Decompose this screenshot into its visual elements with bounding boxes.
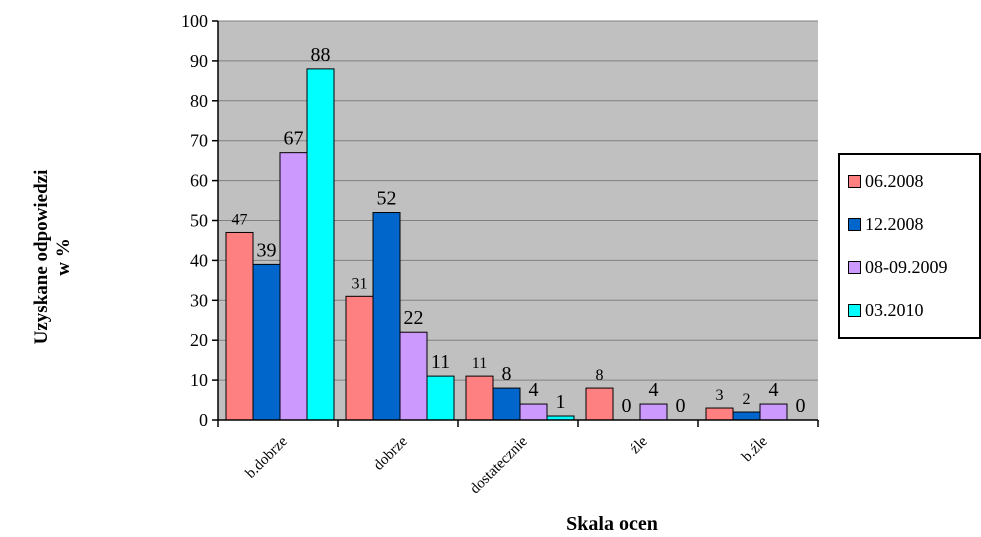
x-tick-label: dostatecznie <box>467 433 531 497</box>
data-label: 22 <box>404 307 424 329</box>
x-tick-labels: b.dobrze dobrze dostatecznie źle b.źle <box>243 433 771 497</box>
y-axis-title-line-1: Uzyskane odpowiedzi <box>31 170 52 345</box>
legend-swatch <box>848 217 861 231</box>
data-label: 4 <box>769 379 779 401</box>
bar <box>705 407 734 421</box>
bar <box>252 263 281 421</box>
y-tick-label: 20 <box>190 330 208 350</box>
legend-swatch <box>848 174 861 188</box>
y-tick-label: 0 <box>199 410 208 430</box>
y-tick-label: 90 <box>190 51 208 71</box>
legend-swatch <box>848 303 861 317</box>
data-label: 1 <box>556 391 566 413</box>
x-tick-label: źle <box>627 433 651 457</box>
y-tick-label: 30 <box>190 290 208 310</box>
x-tick-label: b.źle <box>739 433 771 465</box>
legend-item: 06.2008 <box>848 171 924 191</box>
legend-label: 08-09.2009 <box>865 256 948 277</box>
x-tick-label: b.dobrze <box>243 433 291 481</box>
legend-swatch <box>848 260 861 274</box>
bar <box>225 231 254 421</box>
data-label: 4 <box>649 379 659 401</box>
bar <box>279 152 308 421</box>
data-label: 11 <box>431 351 450 373</box>
bar <box>732 411 761 421</box>
data-label: 11 <box>472 355 487 372</box>
data-label: 0 <box>676 395 686 417</box>
data-label: 0 <box>796 395 806 417</box>
data-label: 52 <box>377 188 397 210</box>
y-tick-label: 100 <box>181 11 208 31</box>
data-label: 3 <box>716 387 724 404</box>
legend: 06.2008 12.2008 08-09.2009 03.2010 <box>838 153 981 339</box>
y-tick-label: 70 <box>190 131 208 151</box>
bars <box>225 68 788 421</box>
bar <box>639 403 668 421</box>
bar <box>519 403 548 421</box>
bar <box>759 403 788 421</box>
y-axis-title-line-2: w % <box>53 238 74 275</box>
bar <box>306 68 335 421</box>
bar <box>345 295 374 421</box>
y-tick-label: 10 <box>190 370 208 390</box>
legend-item: 12.2008 <box>848 214 924 234</box>
x-tick-label: dobrze <box>371 433 411 473</box>
legend-item: 08-09.2009 <box>848 257 948 277</box>
axes <box>212 20 819 427</box>
data-label: 88 <box>311 44 331 66</box>
y-tick-labels: 0 10 20 30 40 50 60 70 80 90 100 <box>181 11 208 430</box>
legend-label: 12.2008 <box>865 213 924 234</box>
y-tick-label: 40 <box>190 250 208 270</box>
legend-item: 03.2010 <box>848 300 924 320</box>
data-label: 39 <box>257 239 277 261</box>
data-label: 4 <box>529 379 539 401</box>
data-label: 67 <box>284 128 304 150</box>
data-label: 47 <box>232 211 248 228</box>
bar <box>426 375 455 421</box>
bar <box>465 375 494 421</box>
data-label: 8 <box>502 363 512 385</box>
data-label: 0 <box>622 395 632 417</box>
data-label: 8 <box>596 367 604 384</box>
y-tick-label: 60 <box>190 171 208 191</box>
bar <box>492 387 521 421</box>
y-tick-label: 50 <box>190 211 208 231</box>
legend-label: 03.2010 <box>865 299 924 320</box>
bar <box>585 387 614 421</box>
legend-label: 06.2008 <box>865 170 924 191</box>
bar <box>372 212 401 421</box>
bar <box>399 331 428 421</box>
data-label: 31 <box>352 275 368 292</box>
y-tick-label: 80 <box>190 91 208 111</box>
x-axis-title: Skala ocen <box>566 513 658 535</box>
data-label: 2 <box>743 391 751 408</box>
